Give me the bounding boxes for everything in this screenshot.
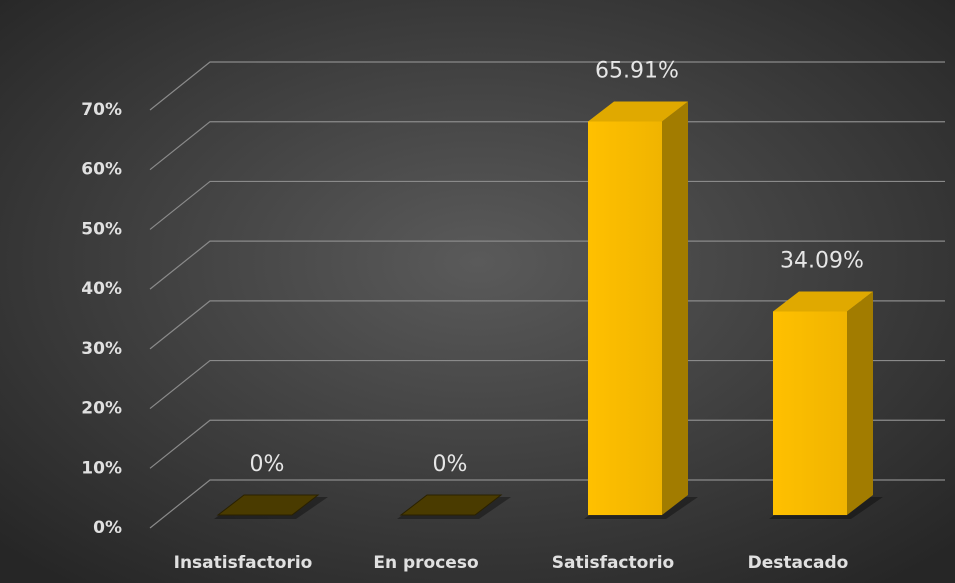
y-tick-label: 50% <box>81 219 122 239</box>
grid-line <box>149 61 945 111</box>
bar-top <box>588 101 688 122</box>
bar <box>773 311 847 516</box>
data-label: 34.09% <box>780 248 864 273</box>
y-tick-label: 70% <box>81 100 122 120</box>
bar-side <box>847 291 873 516</box>
x-tick-label: Insatisfactorio <box>174 553 313 573</box>
bar <box>588 121 662 516</box>
grid-line <box>149 121 945 171</box>
grid-line <box>149 300 945 350</box>
y-tick-label: 10% <box>81 458 122 478</box>
bar-side <box>662 101 688 516</box>
grid-line <box>149 240 945 290</box>
y-tick-label: 20% <box>81 399 122 419</box>
x-tick-label: Destacado <box>748 553 849 573</box>
y-tick-label: 0% <box>93 518 122 538</box>
x-tick-label: En proceso <box>373 553 478 573</box>
y-tick-label: 40% <box>81 279 122 299</box>
bar-top <box>399 494 503 516</box>
y-tick-label: 30% <box>81 339 122 359</box>
grid-line <box>149 419 945 469</box>
data-label: 65.91% <box>595 58 679 83</box>
grid-line <box>149 479 945 529</box>
y-tick-label: 60% <box>81 160 122 180</box>
bar-top <box>773 291 873 312</box>
grid-line <box>149 180 945 230</box>
grid-line <box>149 359 945 410</box>
bar-top <box>216 494 320 516</box>
data-label: 0% <box>250 452 285 477</box>
data-label: 0% <box>433 452 468 477</box>
plot-area: 0% 10% 20% 30% 40% 50% 60% 70% Insatisfactorio 0%… <box>81 58 945 573</box>
x-tick-label: Satisfactorio <box>552 553 674 573</box>
